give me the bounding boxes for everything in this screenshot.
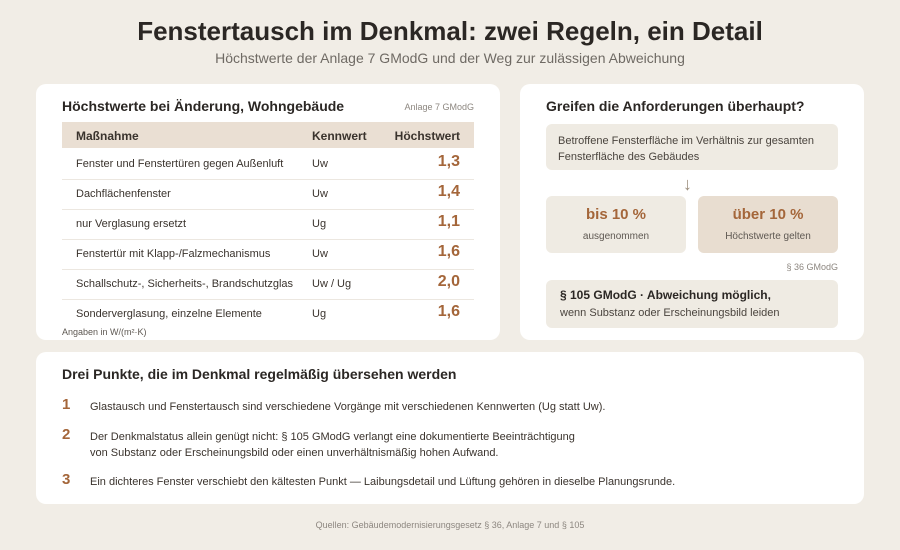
- arrow-down-icon: ↓: [683, 174, 692, 194]
- threshold-above-box: über 10 % Höchstwerte gelten: [698, 196, 838, 253]
- row-measure: Sonderverglasung, einzelne Elemente: [76, 308, 262, 320]
- point-line: Glastausch und Fenstertausch sind versch…: [90, 401, 606, 413]
- table-header: Maßnahme Kennwert Höchstwert: [62, 122, 474, 148]
- point-number: 3: [62, 471, 71, 488]
- page-subtitle: Höchstwerte der Anlage 7 GModG und der W…: [215, 50, 685, 66]
- sources-footer: Quellen: Gebäudemodernisierungsgesetz § …: [315, 520, 585, 530]
- point-number: 2: [62, 426, 71, 443]
- table-row: nur Verglasung ersetzt Ug 1,1: [62, 210, 474, 240]
- column-header-measure: Maßnahme: [76, 129, 139, 143]
- row-value: 1,4: [437, 183, 460, 200]
- point-number: 1: [62, 396, 71, 413]
- deviation-text: wenn Substanz oder Erscheinungsbild leid…: [560, 307, 780, 319]
- column-header-key: Kennwert: [312, 129, 367, 143]
- table-row: Fenstertür mit Klapp-/Falzmechanismus Uw…: [62, 240, 474, 270]
- row-value: 1,6: [437, 303, 460, 320]
- row-value: 1,1: [437, 213, 460, 230]
- table-row: Dachflächenfenster Uw 1,4: [62, 180, 474, 210]
- point-text: Der Denkmalstatus allein genügt nicht: §…: [90, 429, 575, 461]
- paragraph-reference: § 36 GModG: [786, 262, 838, 272]
- threshold-below-box: bis 10 % ausgenommen: [546, 196, 686, 253]
- threshold-above-label: Höchstwerte gelten: [725, 231, 811, 242]
- threshold-above-value: über 10 %: [732, 206, 804, 223]
- row-value: 2,0: [437, 273, 460, 290]
- deviation-title: § 105 GModG · Abweichung möglich,: [560, 288, 771, 302]
- limits-table-card: Höchstwerte bei Änderung, Wohngebäude An…: [36, 84, 500, 340]
- table-row: Sonderverglasung, einzelne Elemente Ug 1…: [62, 300, 474, 330]
- threshold-below-label: ausgenommen: [582, 231, 650, 242]
- row-key: Uw: [312, 188, 328, 200]
- row-key: Uw: [312, 248, 328, 260]
- column-header-value: Höchstwert: [394, 129, 460, 143]
- table-source-note: Anlage 7 GModG: [404, 102, 474, 112]
- units-note: Angaben in W/(m²·K): [62, 327, 147, 337]
- row-key: Ug: [312, 308, 327, 320]
- row-measure: Schallschutz-, Sicherheits-, Brandschutz…: [76, 278, 294, 290]
- table-row: Fenster und Fenstertüren gegen Außenluft…: [62, 150, 474, 180]
- row-measure: Fenster und Fenstertüren gegen Außenluft: [76, 158, 284, 170]
- table-row: Schallschutz-, Sicherheits-, Brandschutz…: [62, 270, 474, 300]
- row-key: Uw: [312, 158, 328, 170]
- row-measure: Fenstertür mit Klapp-/Falzmechanismus: [76, 248, 271, 260]
- table-card-title: Höchstwerte bei Änderung, Wohngebäude: [62, 98, 345, 114]
- row-measure: Dachflächenfenster: [76, 188, 171, 200]
- point-line: von Substanz oder Erscheinungsbild oder …: [90, 447, 499, 459]
- points-card: Drei Punkte, die im Denkmal regelmäßig ü…: [36, 352, 864, 504]
- row-value: 1,3: [437, 153, 460, 170]
- row-key: Uw / Ug: [312, 278, 352, 290]
- point-text: Ein dichteres Fenster verschiebt den käl…: [90, 474, 675, 490]
- applicability-flow-card: Greifen die Anforderungen überhaupt? Bet…: [520, 84, 864, 340]
- point-line: Der Denkmalstatus allein genügt nicht: §…: [90, 431, 575, 443]
- flow-card-title: Greifen die Anforderungen überhaupt?: [546, 98, 805, 114]
- point-text: Glastausch und Fenstertausch sind versch…: [90, 399, 605, 415]
- threshold-below-value: bis 10 %: [585, 206, 647, 223]
- question-box: Betroffene Fensterfläche im Verhältnis z…: [546, 124, 838, 170]
- points-card-title: Drei Punkte, die im Denkmal regelmäßig ü…: [62, 366, 457, 382]
- deviation-box: § 105 GModG · Abweichung möglich, wenn S…: [546, 280, 838, 328]
- row-key: Ug: [312, 218, 327, 230]
- point-line: Ein dichteres Fenster verschiebt den käl…: [90, 476, 676, 488]
- row-measure: nur Verglasung ersetzt: [76, 218, 187, 230]
- row-value: 1,6: [437, 243, 460, 260]
- page-title: Fenstertausch im Denkmal: zwei Regeln, e…: [137, 16, 763, 46]
